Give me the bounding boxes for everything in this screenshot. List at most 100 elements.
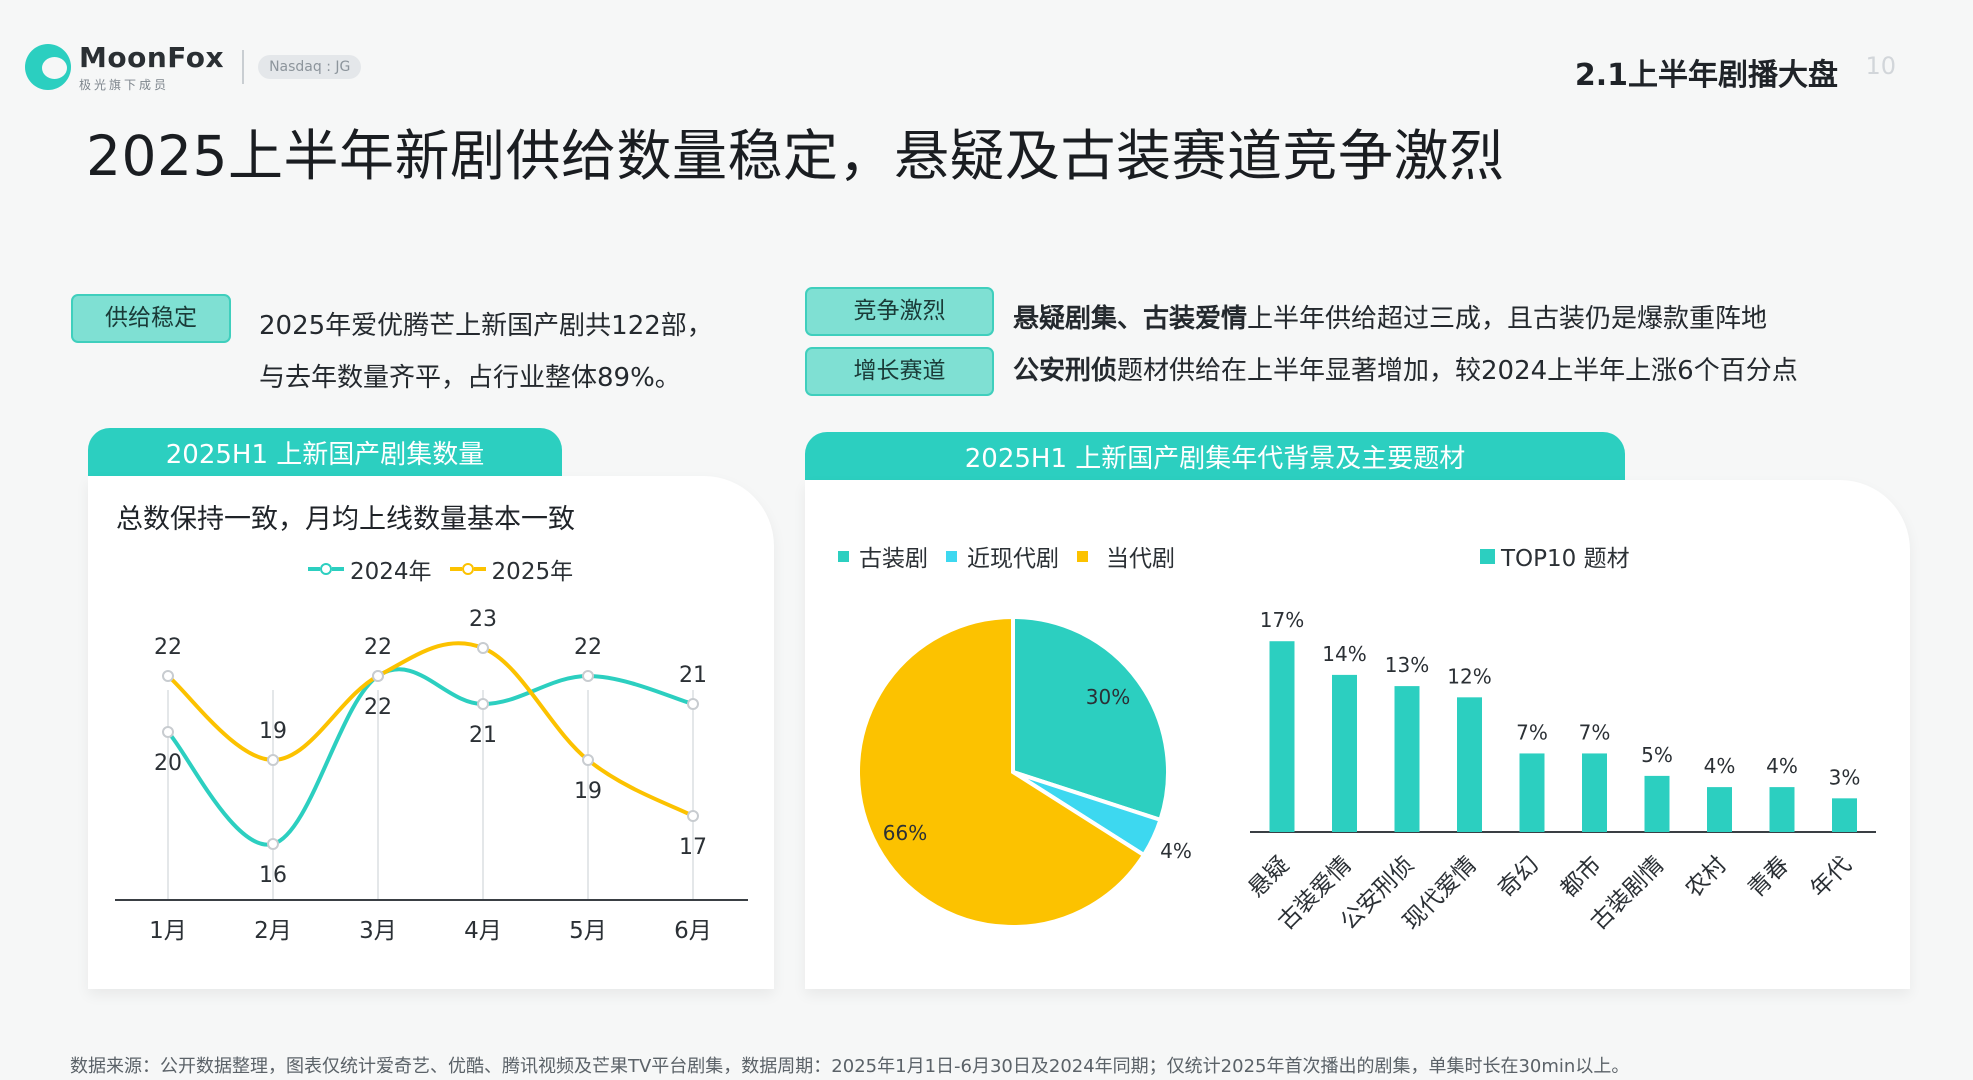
legend-top10-label: TOP10 题材 — [1501, 546, 1630, 572]
pie-legend: 古装剧 近现代剧 当代剧 — [838, 539, 1193, 573]
bar-value-label-3: 13% — [1385, 653, 1429, 677]
bar-category-label-10: 年代 — [1806, 852, 1857, 903]
legend-2024-label: 2024年 — [350, 559, 432, 585]
point-2024年-2 — [267, 838, 279, 850]
bar-10 — [1832, 798, 1857, 832]
bar-category-label-1: 悬疑 — [1243, 852, 1294, 903]
data-label-2025年-1: 22 — [154, 635, 182, 660]
bar-value-label-2: 14% — [1322, 642, 1366, 666]
data-label-2024年-6: 21 — [679, 663, 707, 688]
legend-modern-swatch — [946, 550, 957, 562]
legend-ancient-label: 古装剧 — [859, 546, 928, 572]
point-2024年-5 — [582, 670, 594, 682]
x-tick-label: 3月 — [359, 918, 397, 944]
bar-category-label-9: 青春 — [1743, 852, 1794, 903]
x-tick-label: 2月 — [254, 918, 292, 944]
bar-2 — [1332, 674, 1357, 832]
line-chart: 1月 2月 3月 4月 5月 6月 20 16 22 21 22 21 22 19 22 23 19 17 — [115, 607, 748, 944]
point-2024年-1 — [162, 726, 174, 738]
left-desc-line2: 与去年数量齐平，占行业整体89%。 — [259, 363, 681, 393]
right-desc-line2: 公安刑侦题材供给在上半年显著增加，较2024上半年上涨6个百分点 — [1013, 345, 1798, 397]
bar-value-label-7: 5% — [1641, 743, 1673, 767]
data-label-2025年-6: 17 — [679, 835, 707, 860]
legend-contemporary-swatch — [1077, 550, 1088, 562]
line-chart-legend: 2024年 2025年 — [308, 552, 591, 586]
bar-value-label-10: 3% — [1829, 765, 1861, 789]
data-label-2024年-5: 22 — [574, 635, 602, 660]
bar-category-label-5: 奇幻 — [1493, 852, 1544, 903]
section-title: 2.1上半年剧播大盘 — [1574, 58, 1838, 93]
data-label-2024年-4: 21 — [469, 723, 497, 748]
bar-category-label-8: 农村 — [1681, 852, 1732, 903]
data-label-2025年-5: 19 — [574, 779, 602, 804]
legend-2024-icon — [308, 563, 344, 575]
bar-chart: 17%悬疑14%古装爱情13%公安刑侦12%现代爱情7%奇幻7%都市5%古装剧情… — [1243, 608, 1876, 935]
data-label-2025年-4: 23 — [469, 607, 497, 632]
bar-3 — [1394, 686, 1420, 832]
point-2025年-4 — [477, 642, 489, 654]
line-chart-panel — [88, 476, 774, 989]
point-2025年-5 — [582, 754, 594, 766]
point-2025年-3 — [372, 670, 384, 682]
legend-modern-label: 近现代剧 — [967, 546, 1059, 572]
data-label-2024年-2: 16 — [259, 863, 287, 888]
series-line-2024年 — [166, 667, 694, 847]
logo-divider — [242, 50, 245, 84]
tag-supply-stable: 供给稳定 — [71, 294, 231, 343]
legend-contemporary-label: 当代剧 — [1106, 546, 1175, 572]
pie-slice-1 — [1011, 614, 1170, 823]
legend-top10-swatch — [1480, 548, 1495, 564]
tag-growth-track: 增长赛道 — [805, 347, 994, 396]
bar-7 — [1644, 775, 1670, 832]
bar-value-label-8: 4% — [1704, 754, 1736, 778]
point-2025年-1 — [162, 670, 174, 682]
bar-value-label-1: 17% — [1260, 608, 1304, 632]
data-label-2025年-3: 22 — [364, 635, 392, 660]
x-tick-label: 5月 — [569, 918, 607, 944]
point-2025年-6 — [687, 810, 699, 822]
bar-value-label-9: 4% — [1766, 754, 1798, 778]
bar-value-label-6: 7% — [1579, 720, 1611, 744]
bar-1 — [1269, 641, 1295, 832]
right-panel-tab: 2025H1 上新国产剧集年代背景及主要题材 — [805, 432, 1625, 480]
left-desc-line1: 2025年爱优腾芒上新国产剧共122部， — [259, 311, 713, 341]
point-2024年-6 — [687, 698, 699, 710]
data-label-2024年-1: 20 — [154, 751, 182, 776]
point-2024年-4 — [477, 698, 489, 710]
data-label-2024年-3: 22 — [364, 695, 392, 720]
legend-2025-icon — [449, 563, 486, 575]
left-panel-tab: 2025H1 上新国产剧集数量 — [88, 428, 562, 476]
x-tick-label: 4月 — [464, 918, 502, 944]
pie-label-3: 66% — [883, 821, 927, 845]
series-line-2025年 — [166, 641, 694, 818]
legend-2025-label: 2025年 — [491, 559, 574, 585]
bar-category-label-6: 都市 — [1556, 852, 1607, 903]
data-label-2025年-2: 19 — [259, 719, 287, 744]
logo-subtitle: 极光旗下成员 — [79, 78, 170, 92]
bar-8 — [1707, 787, 1732, 832]
pie-label-1: 30% — [1086, 685, 1130, 709]
moonfox-logo: MoonFox 极光旗下成员 Nasdaq : JG — [25, 41, 362, 93]
bar-legend: TOP10 题材 — [1480, 539, 1648, 573]
bar-value-label-5: 7% — [1516, 720, 1548, 744]
bar-value-label-4: 12% — [1447, 664, 1491, 688]
page-title: 2025上半年新剧供给数量稳定，悬疑及古装赛道竞争激烈 — [86, 124, 1505, 188]
bar-9 — [1769, 787, 1795, 832]
x-tick-label: 6月 — [674, 918, 712, 944]
nasdaq-badge: Nasdaq : JG — [258, 55, 362, 79]
right-desc-line1-bold: 悬疑剧集、古装爱情 — [1013, 304, 1248, 334]
right-desc-line2-bold: 公安刑侦 — [1013, 356, 1118, 386]
line-chart-subtitle: 总数保持一致，月均上线数量基本一致 — [116, 504, 575, 535]
bar-6 — [1582, 753, 1607, 832]
x-tick-label: 1月 — [149, 918, 187, 944]
legend-ancient-swatch — [838, 550, 849, 562]
point-2025年-2 — [267, 754, 279, 766]
right-desc-line1: 悬疑剧集、古装爱情上半年供给超过三成，且古装仍是爆款重阵地 — [1013, 293, 1767, 345]
page-number: 10 — [1865, 52, 1896, 80]
bar-5 — [1519, 753, 1545, 832]
tag-competition: 竞争激烈 — [805, 287, 994, 336]
pie-slice-3 — [856, 614, 1147, 929]
pie-label-2: 4% — [1160, 839, 1192, 863]
right-desc-line2-rest: 题材供给在上半年显著增加，较2024上半年上涨6个百分点 — [1117, 356, 1798, 386]
footnote: 数据来源：公开数据整理，图表仅统计爱奇艺、优酷、腾讯视频及芒果TV平台剧集，数据… — [70, 1056, 1630, 1077]
